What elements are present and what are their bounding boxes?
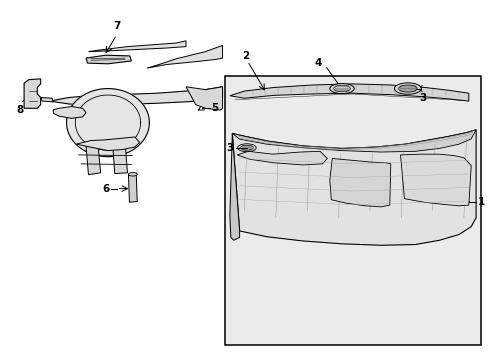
Text: 2: 2 bbox=[242, 51, 249, 61]
Polygon shape bbox=[86, 55, 131, 64]
Ellipse shape bbox=[240, 145, 253, 150]
Polygon shape bbox=[329, 158, 390, 207]
Polygon shape bbox=[232, 130, 475, 245]
Polygon shape bbox=[400, 154, 470, 206]
Polygon shape bbox=[237, 151, 327, 165]
Ellipse shape bbox=[128, 172, 137, 176]
Polygon shape bbox=[86, 146, 101, 175]
Text: 1: 1 bbox=[477, 197, 484, 207]
Polygon shape bbox=[53, 107, 86, 118]
Text: 3: 3 bbox=[226, 143, 233, 153]
Ellipse shape bbox=[329, 84, 353, 94]
Text: 7: 7 bbox=[113, 21, 120, 31]
Bar bbox=[224, 76, 480, 345]
Polygon shape bbox=[229, 134, 239, 240]
Polygon shape bbox=[232, 130, 475, 152]
Text: 3: 3 bbox=[418, 93, 426, 103]
Text: 8: 8 bbox=[16, 105, 23, 115]
Polygon shape bbox=[88, 41, 185, 51]
Polygon shape bbox=[128, 174, 137, 202]
Text: 6: 6 bbox=[102, 184, 109, 194]
Polygon shape bbox=[76, 137, 140, 150]
Polygon shape bbox=[147, 45, 222, 68]
Ellipse shape bbox=[398, 85, 416, 92]
Polygon shape bbox=[113, 147, 127, 174]
Text: 4: 4 bbox=[313, 58, 321, 68]
Ellipse shape bbox=[394, 83, 420, 94]
Text: 5: 5 bbox=[211, 103, 218, 113]
Ellipse shape bbox=[333, 85, 349, 92]
Polygon shape bbox=[49, 87, 222, 105]
Polygon shape bbox=[185, 87, 222, 110]
Polygon shape bbox=[229, 84, 468, 101]
Polygon shape bbox=[41, 98, 53, 102]
Polygon shape bbox=[66, 89, 149, 157]
Polygon shape bbox=[24, 79, 41, 108]
Ellipse shape bbox=[237, 144, 256, 152]
